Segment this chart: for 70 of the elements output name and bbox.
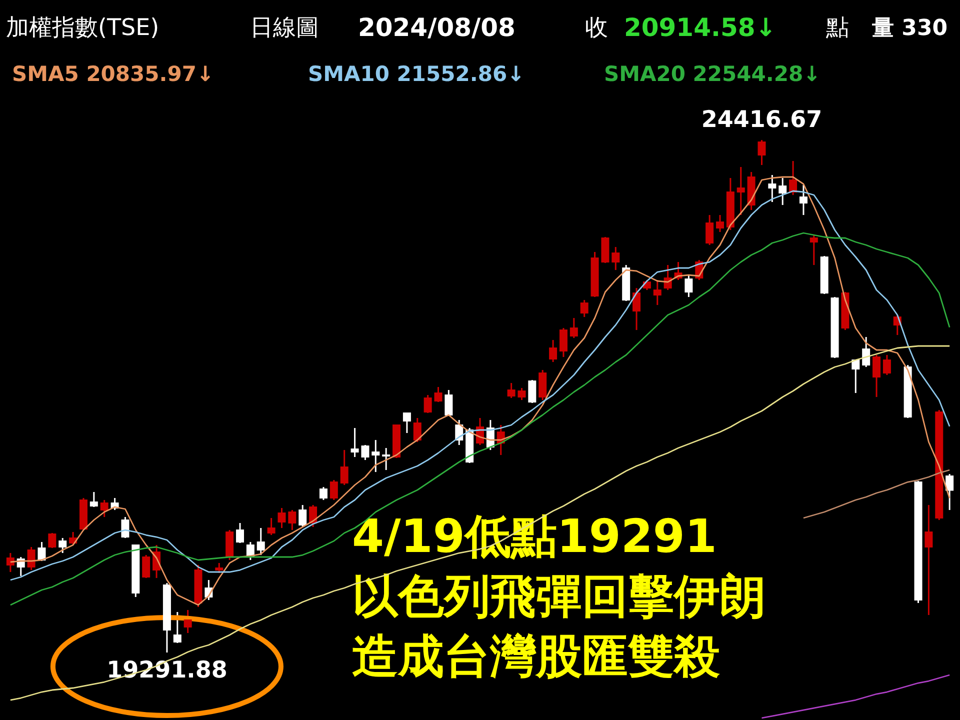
candlestick <box>372 439 380 473</box>
candlestick <box>121 516 130 539</box>
candlestick <box>528 379 536 404</box>
candlestick <box>852 359 860 394</box>
candlestick <box>716 214 724 233</box>
candlestick <box>946 473 954 511</box>
annotation: 以色列飛彈回擊伊朗 <box>352 569 766 623</box>
annotation: 收 <box>585 15 608 41</box>
candlestick <box>361 444 370 461</box>
candlestick <box>402 412 411 434</box>
candlestick <box>612 246 620 271</box>
candlestick <box>330 479 338 501</box>
annotation: 量 330 <box>871 16 948 41</box>
candlestick <box>684 274 693 298</box>
candlestick <box>736 166 745 216</box>
candlestick <box>799 184 808 216</box>
candlestick <box>267 517 276 536</box>
text: SMA20 22544.28↓ <box>604 62 821 86</box>
candlestick <box>778 177 787 206</box>
candlestick <box>184 609 192 634</box>
candlestick <box>142 554 150 579</box>
candlestick <box>38 541 46 562</box>
candlestick <box>601 236 610 264</box>
candlestick <box>518 387 526 401</box>
candlestick <box>632 287 641 331</box>
candlestick <box>236 522 244 544</box>
candlestick <box>413 417 422 443</box>
candlestick <box>810 234 818 266</box>
candlestick <box>58 537 67 554</box>
candlestick <box>90 491 98 508</box>
annotation: 造成台灣股匯雙殺 <box>352 629 720 683</box>
text: 加權指數(TSE) <box>6 15 160 41</box>
candlestick <box>48 532 56 549</box>
text: SMA5 20835.97↓ <box>12 62 214 86</box>
candlestick <box>215 562 224 574</box>
candlestick <box>653 279 662 306</box>
candlestick <box>507 382 516 399</box>
annotation: 24416.67 <box>701 107 822 134</box>
candlestick <box>256 527 265 556</box>
candlestick <box>570 317 578 339</box>
candlestick <box>434 386 442 403</box>
candlestick <box>424 394 432 414</box>
candlestick <box>6 552 14 573</box>
candlestick <box>789 160 798 196</box>
candlestick <box>350 427 359 458</box>
candlestick <box>538 369 547 401</box>
candlestick <box>288 509 296 531</box>
annotation: 2024/08/08 <box>358 13 516 42</box>
candlestick <box>580 299 588 318</box>
candlestick <box>882 354 891 376</box>
annotation: 20914.58↓ <box>624 13 776 42</box>
candlestick <box>706 214 714 246</box>
candlestick <box>27 546 36 571</box>
annotation: 日線圖 <box>250 15 319 41</box>
candlestick <box>340 449 348 486</box>
annotation: 點 <box>825 15 849 41</box>
candlestick <box>924 504 933 616</box>
candlestick <box>872 354 881 398</box>
candlestick <box>173 611 182 644</box>
candlestick <box>559 327 568 358</box>
candlestick <box>862 336 870 368</box>
candlestick <box>319 486 328 501</box>
candlestick <box>758 139 766 166</box>
candlestick <box>298 504 307 528</box>
text: SMA10 21552.86↓ <box>308 62 525 86</box>
candlestick <box>549 339 558 363</box>
candlestick <box>278 507 286 529</box>
candlestick <box>100 499 108 518</box>
candlestick <box>382 447 390 471</box>
candlestick <box>768 174 776 203</box>
